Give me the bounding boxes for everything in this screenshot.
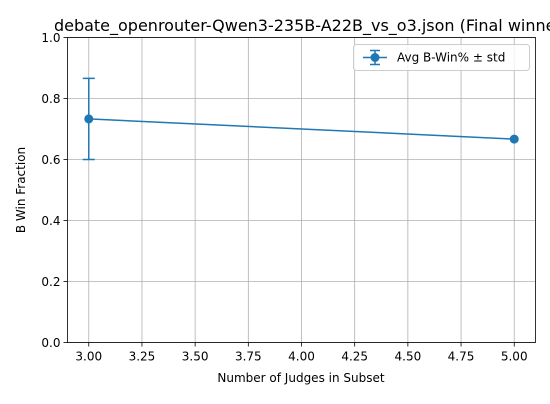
x-tick-label: 5.00 <box>501 350 528 364</box>
x-tick-label: 4.50 <box>395 350 422 364</box>
x-tick-label: 3.25 <box>129 350 156 364</box>
legend-box <box>353 44 530 71</box>
plot-area-border <box>67 37 536 343</box>
legend-marker <box>370 53 380 62</box>
y-tick-label: 0.8 <box>41 92 60 106</box>
series-layer <box>82 77 519 161</box>
legend: Avg B-Win% ± std <box>353 44 530 71</box>
y-axis-ticks: 0.0 0.2 0.4 0.6 0.8 1.0 <box>41 31 68 350</box>
x-tick-label: 4.00 <box>288 350 315 364</box>
series-line <box>88 118 515 140</box>
chart-title: debate_openrouter-Qwen3-235B-A22B_vs_o3.… <box>54 16 550 36</box>
x-tick-label: 3.75 <box>235 350 262 364</box>
legend-series-label: Avg B-Win% ± std <box>397 51 505 65</box>
x-tick-label: 3.00 <box>75 350 102 364</box>
data-point <box>84 114 94 124</box>
y-axis-label: B Win Fraction <box>14 147 28 233</box>
x-axis-label: Number of Judges in Subset <box>217 371 384 385</box>
y-tick-label: 0.6 <box>41 153 60 167</box>
x-tick-label: 4.75 <box>448 350 475 364</box>
x-axis-ticks: 3.00 3.25 3.50 3.75 4.00 4.25 4.50 4.75 5.00 <box>75 342 528 364</box>
data-point <box>509 134 519 144</box>
y-tick-label: 0.2 <box>41 275 60 289</box>
legend-series-symbol <box>363 49 387 66</box>
x-tick-label: 4.25 <box>341 350 368 364</box>
y-tick-label: 0.0 <box>41 336 60 350</box>
y-tick-label: 1.0 <box>41 31 60 45</box>
x-tick-label: 3.50 <box>182 350 209 364</box>
y-tick-label: 0.4 <box>41 214 60 228</box>
